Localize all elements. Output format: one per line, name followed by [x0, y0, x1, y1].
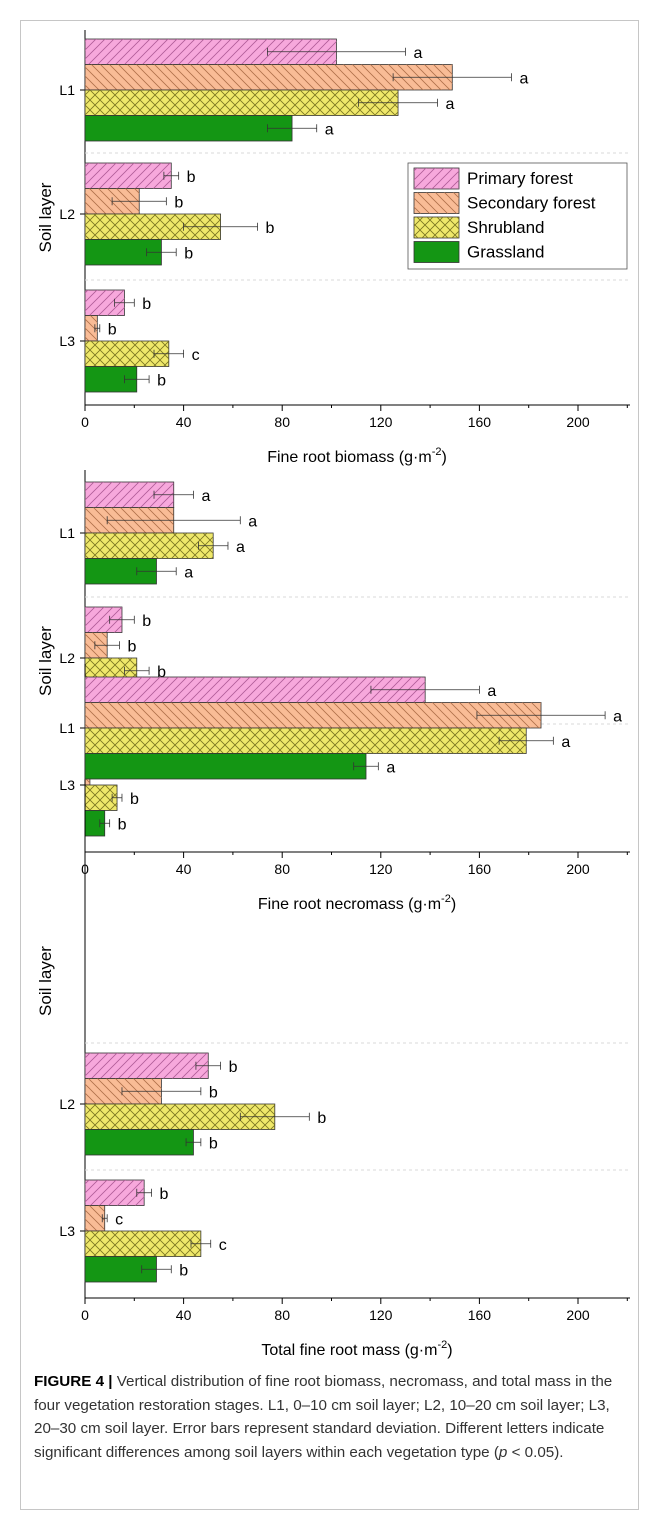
caption-label: FIGURE 4 | — [34, 1373, 113, 1390]
significance-letter: b — [174, 194, 183, 211]
significance-letter: b — [160, 1186, 169, 1203]
bar-hatch — [85, 1053, 208, 1079]
figure-charts: 0 40 80 120 160 200 Fine root biomass (g·m-2) S… — [0, 0, 659, 1365]
category-label: L2 — [59, 206, 75, 222]
bar — [85, 1130, 193, 1156]
bar-hatch — [85, 163, 171, 189]
category-label: L1 — [59, 525, 75, 541]
significance-letter: a — [519, 70, 528, 87]
x-tick-label: 200 — [566, 414, 590, 430]
x-tick-label: 80 — [274, 1307, 290, 1323]
x-tick-label: 40 — [176, 861, 192, 877]
legend-swatch-hatch — [414, 193, 459, 214]
x-tick-label: 120 — [369, 861, 393, 877]
x-tick-label: 160 — [468, 1307, 492, 1323]
category-label: L3 — [59, 333, 75, 349]
significance-letter: c — [192, 347, 200, 364]
x-axis-label: Total fine root mass (g·m-2) — [261, 1339, 452, 1359]
significance-letter: b — [130, 791, 139, 808]
significance-letter: a — [248, 513, 257, 530]
category-label: L1 — [59, 82, 75, 98]
y-axis-label: Soil layer — [36, 182, 55, 252]
significance-letter: b — [187, 169, 196, 186]
x-tick-label: 120 — [369, 1307, 393, 1323]
x-axis-label: Fine root biomass (g·m-2) — [267, 446, 447, 466]
x-tick-label: 120 — [369, 414, 393, 430]
significance-letter: b — [118, 816, 127, 833]
bar-hatch — [85, 533, 213, 559]
legend-label: Grassland — [467, 243, 544, 262]
significance-letter: b — [157, 372, 166, 389]
significance-letter: a — [184, 564, 193, 581]
caption-p-tail: < 0.05). — [507, 1444, 563, 1461]
x-tick-label: 160 — [468, 861, 492, 877]
bar-hatch — [85, 90, 398, 116]
y-axis-label: Soil layer — [36, 626, 55, 696]
significance-letter: b — [179, 1262, 188, 1279]
legend-swatch-hatch — [414, 217, 459, 238]
significance-letter: b — [128, 638, 137, 655]
chart-panel-1: 0 40 80 120 160 200 Fine root biomass (g·m-2) S… — [36, 30, 630, 466]
significance-letter: b — [209, 1135, 218, 1152]
bar-hatch — [85, 1206, 105, 1232]
x-tick-label: 200 — [566, 861, 590, 877]
significance-letter: b — [142, 296, 151, 313]
significance-letter: a — [613, 708, 622, 725]
category-label: L2 — [59, 650, 75, 666]
legend-swatch-hatch — [414, 168, 459, 189]
significance-letter: b — [142, 613, 151, 630]
significance-letter: a — [487, 683, 496, 700]
legend: Primary forest Secondary forest Shrubland G… — [408, 163, 627, 269]
bar — [85, 116, 292, 142]
y-axis-label: Soil layer — [36, 946, 55, 1016]
significance-letter: b — [184, 245, 193, 262]
significance-letter: a — [413, 45, 422, 62]
chart-panel-3: 0 40 80 120 160 200 Total fine root mass (g·m-… — [36, 664, 630, 1359]
category-label: L3 — [59, 1223, 75, 1239]
x-tick-label: 0 — [81, 1307, 89, 1323]
bar-hatch — [85, 728, 526, 754]
category-label: L2 — [59, 1096, 75, 1112]
category-label: L3 — [59, 777, 75, 793]
x-tick-label: 40 — [176, 414, 192, 430]
significance-letter: a — [386, 759, 395, 776]
x-tick-label: 80 — [274, 861, 290, 877]
x-tick-label: 0 — [81, 414, 89, 430]
significance-letter: b — [108, 321, 117, 338]
legend-label: Shrubland — [467, 218, 545, 237]
bar-hatch — [85, 703, 541, 729]
significance-letter: a — [201, 488, 210, 505]
legend-label: Secondary forest — [467, 194, 596, 213]
significance-letter: a — [445, 96, 454, 113]
legend-swatch — [414, 242, 459, 263]
significance-letter: c — [219, 1237, 227, 1254]
significance-letter: b — [317, 1110, 326, 1127]
significance-letter: a — [561, 734, 570, 751]
significance-letter: a — [325, 121, 334, 138]
legend-label: Primary forest — [467, 169, 573, 188]
x-axis-label: Fine root necromass (g·m-2) — [258, 893, 456, 913]
significance-letter: b — [229, 1059, 238, 1076]
x-tick-label: 200 — [566, 1307, 590, 1323]
significance-letter: b — [209, 1084, 218, 1101]
x-tick-label: 40 — [176, 1307, 192, 1323]
x-tick-label: 160 — [468, 414, 492, 430]
bar-hatch — [85, 1180, 144, 1206]
significance-letter: b — [266, 220, 275, 237]
figure-caption: FIGURE 4 | Vertical distribution of fine… — [34, 1370, 634, 1464]
significance-letter: a — [236, 539, 245, 556]
bar-hatch — [85, 1231, 201, 1257]
category-label: L1 — [59, 720, 75, 736]
bar — [85, 754, 366, 780]
x-tick-label: 80 — [274, 414, 290, 430]
significance-letter: c — [115, 1211, 123, 1228]
